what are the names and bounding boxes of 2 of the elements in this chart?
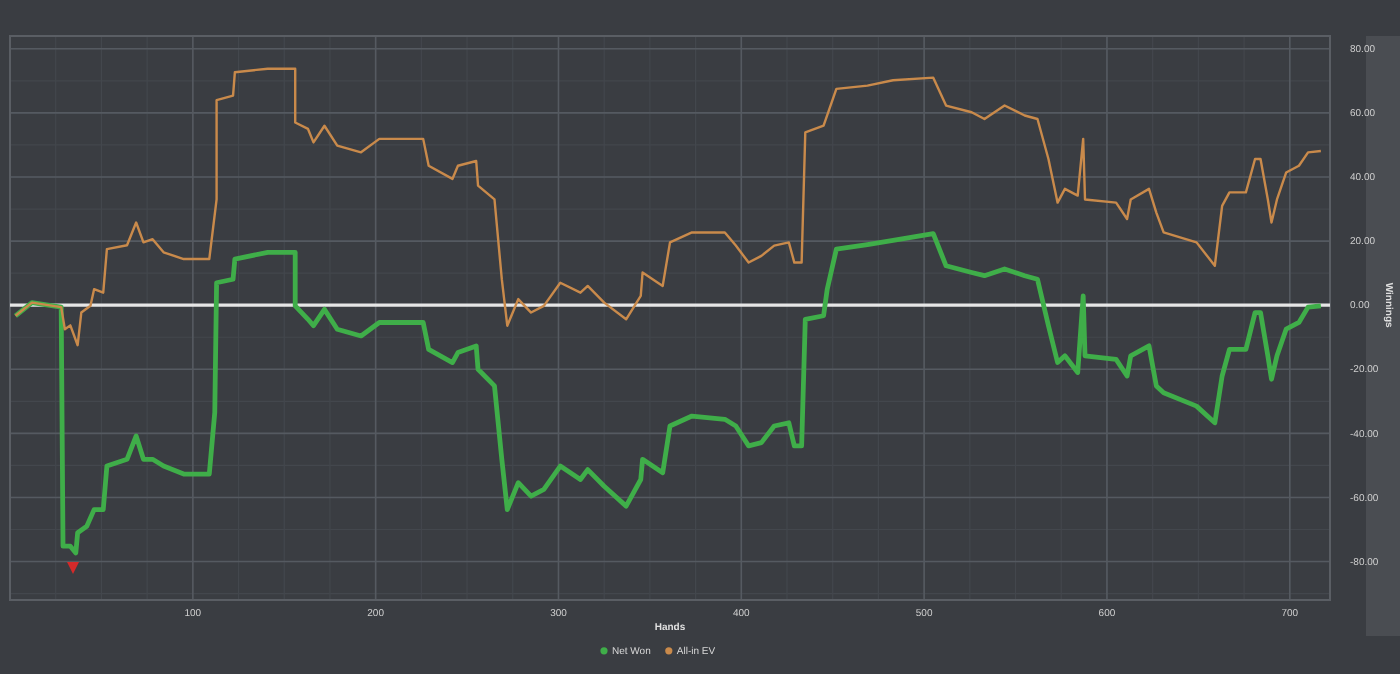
line-series xyxy=(14,67,1323,347)
line-series xyxy=(13,231,1324,556)
